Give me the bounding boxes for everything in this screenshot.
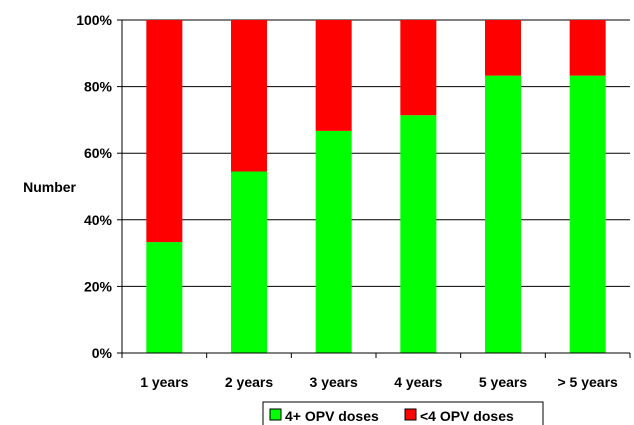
legend-swatch-under4-opv [404, 408, 417, 421]
bar-4plus-opv [315, 130, 352, 353]
bar-under4-opv [569, 20, 606, 76]
x-category-label: 3 years [310, 374, 358, 390]
gridlines [122, 19, 630, 287]
bar-4plus-opv [231, 171, 267, 353]
bars [146, 20, 606, 354]
x-category-label: > 5 years [557, 374, 618, 390]
y-axis-label: Number [23, 179, 76, 195]
bar-under4-opv [485, 20, 521, 76]
legend: 4+ OPV doses <4 OPV doses [262, 401, 544, 425]
y-tick-label: 80% [84, 79, 113, 95]
x-category-label: 1 years [140, 374, 188, 390]
legend-label-under4-opv: <4 OPV doses [420, 408, 514, 424]
legend-box [262, 401, 544, 425]
x-category-label: 4 years [394, 374, 442, 390]
bar-4plus-opv [146, 242, 183, 353]
y-tick-label: 100% [76, 12, 112, 28]
bar-under4-opv [315, 20, 352, 131]
axes [117, 19, 631, 358]
y-tick-label: 20% [84, 278, 113, 294]
bar-4plus-opv [400, 115, 437, 353]
bar-under4-opv [146, 20, 183, 243]
bar-under4-opv [400, 20, 437, 116]
y-tick-label: 0% [92, 345, 113, 361]
x-category-label: 5 years [479, 374, 527, 390]
bar-under4-opv [231, 20, 267, 172]
y-tick-label: 40% [84, 212, 113, 228]
x-category-label: 2 years [225, 374, 273, 390]
x-category-labels: 1 years 2 years 3 years 4 years 5 years > 5 y… [140, 374, 618, 390]
bar-4plus-opv [485, 75, 521, 354]
bar-4plus-opv [569, 75, 606, 354]
y-tick-labels: 0% 20% 40% 60% 80% 100% [76, 12, 112, 361]
legend-label-4plus-opv: 4+ OPV doses [285, 408, 379, 424]
y-tick-label: 60% [84, 145, 113, 161]
legend-swatch-4plus-opv [269, 408, 282, 421]
